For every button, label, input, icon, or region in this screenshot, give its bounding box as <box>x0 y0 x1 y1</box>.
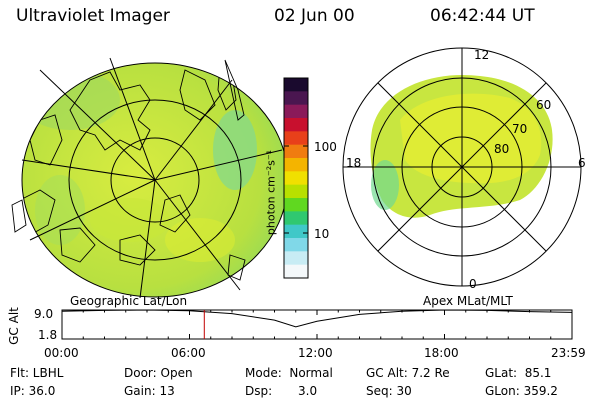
gain-info: Gain: 13 <box>124 384 175 398</box>
app-title: Ultraviolet Imager <box>16 6 170 26</box>
mlt-label-0: 0 <box>469 277 477 291</box>
image-date: 02 Jun 00 <box>274 6 355 26</box>
mode-info: Mode: Normal <box>245 366 333 380</box>
filter-info: Flt: LBHL <box>10 366 64 380</box>
intensity-colorbar <box>283 77 309 279</box>
geographic-map-panel <box>11 57 289 299</box>
colorbar-swatch <box>284 264 308 279</box>
dsp-label: Dsp: <box>245 384 273 398</box>
altitude-curve <box>61 309 573 328</box>
colorbar-swatch <box>284 158 308 172</box>
lat-lon-grid <box>21 57 289 299</box>
mlt-label-12: 12 <box>474 48 490 62</box>
colorbar-label: photon cm⁻²s⁻¹ <box>264 149 278 236</box>
timeline-tick-1800: 18:00 <box>424 346 459 360</box>
colorbar-swatch <box>284 171 308 186</box>
colorbar-swatch <box>284 238 308 252</box>
image-time: 06:42:44 UT <box>430 6 535 26</box>
colorbar-swatch <box>284 78 308 92</box>
mlat-mlt-grid <box>342 47 582 287</box>
colorbar-swatch <box>284 118 308 132</box>
colorbar-swatch <box>284 184 308 199</box>
timeline-ytick-bottom: 1.8 <box>38 328 58 342</box>
timeline-ylabel: GC Alt <box>7 307 21 345</box>
dsp-value: 3.0 <box>298 384 318 398</box>
colorbar-swatch <box>284 144 308 159</box>
timeline-tick-0000: 00:00 <box>44 346 79 360</box>
geographic-caption: Geographic Lat/Lon <box>70 294 188 308</box>
colorbar-swatch <box>284 91 308 106</box>
mlt-label-18: 18 <box>346 156 362 170</box>
magnetic-caption: Apex MLat/MLT <box>423 294 513 308</box>
colorbar-swatch <box>284 251 308 266</box>
altitude-timeline <box>61 309 573 340</box>
colorbar-swatch <box>284 211 308 226</box>
mlt-label-6: 6 <box>578 156 586 170</box>
ip-info: IP: 36.0 <box>10 384 56 398</box>
colorbar-swatch <box>284 224 308 239</box>
colorbar-swatch <box>284 198 308 212</box>
glon-info: GLon: 359.2 <box>485 384 558 398</box>
glat-info: GLat: 85.1 <box>485 366 552 380</box>
magnetic-polar-panel <box>342 47 582 287</box>
mlat-label-70: 70 <box>512 122 528 136</box>
timeline-ytick-top: 9.0 <box>34 307 54 321</box>
seq-info: Seq: 30 <box>366 384 412 398</box>
timeline-tick-2359: 23:59 <box>551 346 586 360</box>
timeline-tick-0600: 06:00 <box>171 346 206 360</box>
colorbar-swatch <box>284 104 308 119</box>
door-info: Door: Open <box>124 366 193 380</box>
colorbar-tick-100: 100 <box>314 140 337 154</box>
gc-alt-info: GC Alt: 7.2 Re <box>366 366 450 380</box>
mlat-label-80: 80 <box>494 142 510 156</box>
colorbar-tick-10: 10 <box>314 227 330 241</box>
colorbar-swatch <box>284 131 308 146</box>
timeline-tick-1200: 12:00 <box>298 346 333 360</box>
mlat-label-60: 60 <box>536 98 552 112</box>
